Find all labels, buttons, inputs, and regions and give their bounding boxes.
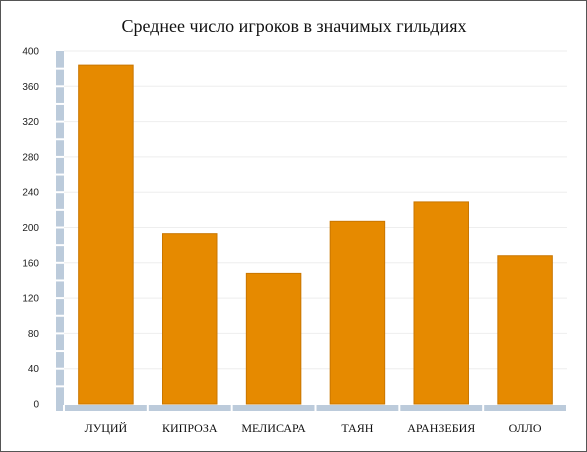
x-tick-label: ЛУЦИЙ [85,421,128,435]
y-tick-label: 200 [22,223,39,234]
x-tick-label: КИПРОЗА [162,421,218,435]
y-tick-label: 80 [28,329,40,340]
bar-аранзебия [413,201,469,405]
y-tick-label: 400 [22,47,39,58]
y-tick-label: 320 [22,117,39,128]
x-tick-label: ОЛЛО [509,421,542,435]
chart-title: Среднее число игроков в значимых гильдия… [122,16,467,36]
x-tick-label: МЕЛИСАРА [241,421,306,435]
y-tick-label: 280 [22,152,39,163]
y-tick-label: 120 [22,294,39,305]
bar-мелисара [245,272,302,405]
y-tick-label: 240 [22,188,39,199]
x-tick-labels: ЛУЦИЙ КИПРОЗА МЕЛИСАРА ТАЯН АРАНЗЕБИЯ ОЛЛО [85,421,542,435]
bar-кипроза [162,233,218,405]
bars [78,64,553,405]
y-tick-label: 360 [22,82,39,93]
y-tick-labels: 0 40 80 120 160 200 240 280 320 360 400 [22,47,39,411]
y-axis-band [56,51,64,410]
bar-олло [497,255,553,405]
x-tick-label: ТАЯН [341,421,373,435]
y-tick-label: 0 [33,400,39,411]
axes [56,51,568,411]
y-tick-label: 40 [28,364,40,375]
grid-lines [64,50,567,370]
x-axis-band [56,405,567,411]
y-tick-label: 160 [22,258,39,269]
x-tick-label: АРАНЗЕБИЯ [407,421,475,435]
bar-таян [329,220,386,405]
bar-луций [78,64,134,405]
